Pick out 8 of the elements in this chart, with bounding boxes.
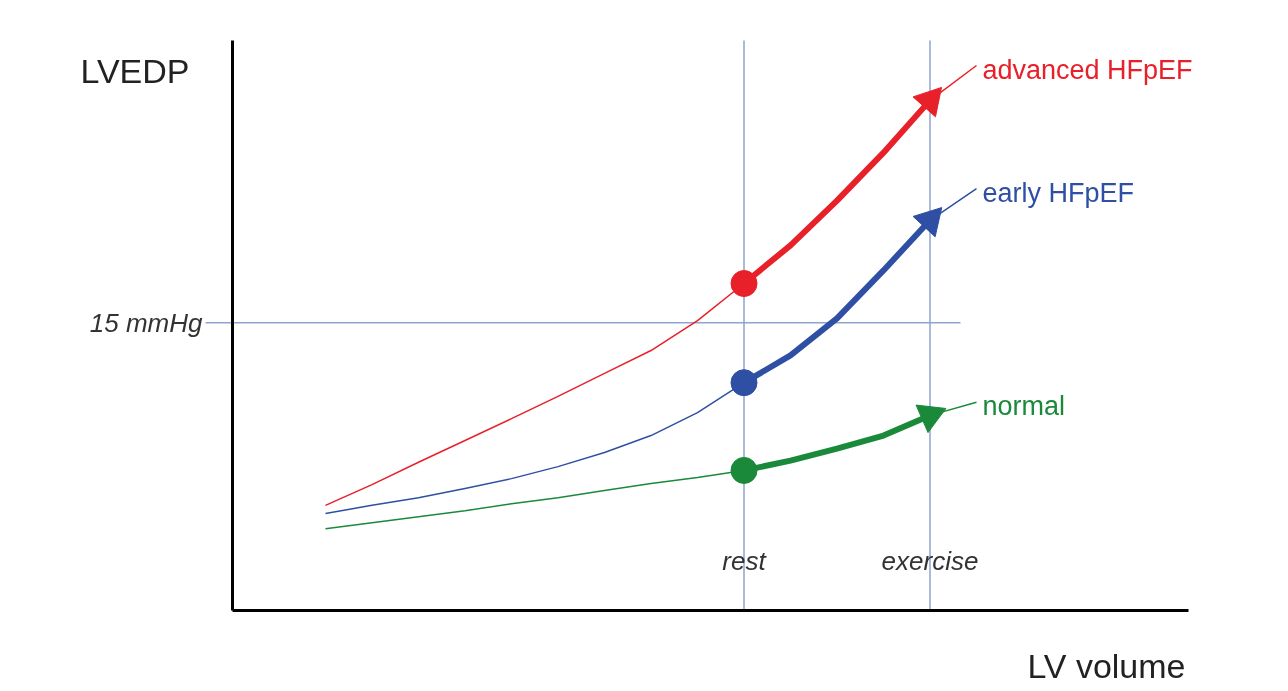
x-axis-title: LV volume [1027,646,1186,685]
series-label: early HFpEF [982,177,1135,208]
series-label: advanced HFpEF [982,54,1193,85]
y-axis-title: LVEDP [80,51,190,90]
series-label: normal [982,391,1066,422]
ref-line-label: 15 mmHg [89,307,204,338]
x-tick-label: rest [722,545,768,576]
x-tick-label: exercise [881,545,979,576]
